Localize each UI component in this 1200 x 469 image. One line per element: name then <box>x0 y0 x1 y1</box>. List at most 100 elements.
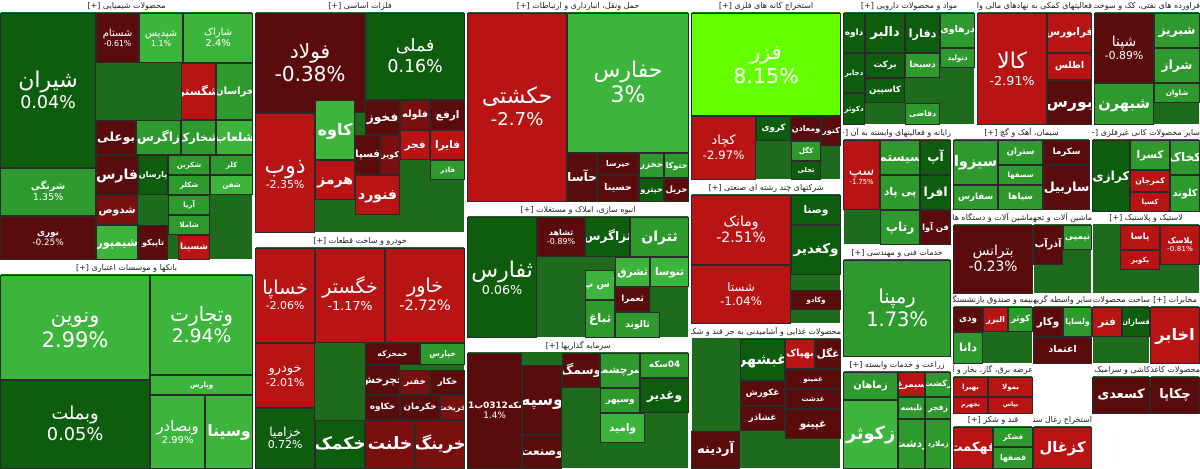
sector-header[interactable]: ماشین آلات و دستگاه های برقی [+] <box>953 212 1033 224</box>
tile: پارسان <box>138 155 168 195</box>
tile-label: اخابر <box>1155 325 1195 345</box>
tile-label: کروی <box>761 123 786 134</box>
sector-header[interactable]: سرمایه گذاریها [+] <box>467 340 689 352</box>
tile-change: -2.51% <box>716 230 766 246</box>
tile: فایرا <box>430 130 465 160</box>
tile-label: سکه0312ب01 <box>468 400 521 411</box>
tile: خکرمان <box>400 395 440 420</box>
sector-header[interactable]: سایر واسطه گریهای مالی [+] <box>1033 294 1092 306</box>
tile-label: شکلر <box>179 180 199 189</box>
tile-label: سصفها <box>1007 170 1034 179</box>
sector-header[interactable]: انبوه سازی، املاک و مستغلات [+] <box>467 204 689 216</box>
sector-header[interactable]: خودرو و ساخت قطعات [+] <box>255 235 465 247</box>
sector-header[interactable]: فلزات اساسی [+] <box>255 0 465 12</box>
sector-header[interactable]: بانکها و موسسات اعتباری [+] <box>0 262 253 274</box>
tile-label: کویر <box>381 150 399 160</box>
tile: زکوثر <box>843 400 898 469</box>
sector-header[interactable]: استخراج زغال سنگ [+] <box>1033 414 1092 426</box>
sector-header[interactable]: محصولات شیمیایی [+] <box>0 0 253 12</box>
sector-header[interactable]: ساخت محصولات فلزی [+] <box>1092 294 1150 306</box>
tile: شراز <box>1154 48 1200 83</box>
tile-label: آ س پ <box>585 279 615 291</box>
sector-header[interactable]: شرکتهای چند رشته ای صنعتی [+] <box>691 182 841 194</box>
sector-header[interactable]: حمل ونقل، انبارداری و ارتباطات [+] <box>467 0 689 12</box>
tile-label: شخارک <box>182 131 215 144</box>
tile-label: شبریز <box>1158 23 1196 38</box>
tile: کچاد -2.97% <box>691 116 756 180</box>
tile: شپدیس 1.1% <box>139 13 183 63</box>
tile-label: چکاپا <box>1159 387 1191 403</box>
tile-label: وتجارت <box>170 301 233 326</box>
sector-header[interactable]: قند و شکر [+] <box>953 414 1033 426</box>
tile-label: شیمپور <box>96 236 138 249</box>
sector-header[interactable]: ماشین آلات و تجهیزات [+] <box>1033 212 1092 224</box>
tile-label: کسعدی <box>1097 387 1145 403</box>
tile: بمولا <box>988 377 1033 397</box>
sector-header[interactable]: عرضه برق، گاز، بخار و آب گرم [+] <box>953 364 1033 376</box>
tile: بپاس <box>988 397 1033 414</box>
tile: چکاپا <box>1150 377 1200 414</box>
tile-label: وکغدیر <box>793 242 839 258</box>
sector-header[interactable]: زراعت و خدمات وابسته [+] <box>843 359 951 371</box>
tile: وکغدیر <box>791 225 841 275</box>
tile-label: خاور <box>407 275 443 298</box>
tile: ثشاهد -0.89% <box>537 217 585 257</box>
sector-header[interactable]: فراورده های نفتی، کک و سوخت هسته ای [+] <box>1094 0 1200 12</box>
tile: کسپا <box>1130 192 1170 212</box>
tile: کالا -2.91% <box>977 13 1047 125</box>
tile: خچرخش <box>365 365 400 395</box>
tile-label: حآسا <box>567 169 597 184</box>
tile: شلعاب <box>216 120 253 155</box>
tile-label: غبشهر <box>740 351 785 368</box>
tile: تجلی <box>791 161 821 180</box>
tile-change: -0.23% <box>968 258 1018 275</box>
tile-label: شفن <box>222 180 241 189</box>
sector-header[interactable]: مواد و محصولات دارویی [+] <box>843 0 975 12</box>
tile-label: بهپاک <box>786 348 814 360</box>
tile: سپ -1.75% <box>843 140 880 210</box>
sector-header[interactable]: محصولات کاغذی [+] <box>1150 364 1200 376</box>
tile-label: دجابر <box>844 67 864 77</box>
sector-header[interactable]: استخراج کانه های فلزی [+] <box>691 0 841 12</box>
tile: غپینو <box>785 409 841 439</box>
sector-header[interactable]: سایر محصولات کانی غیرفلزی [+] <box>1092 127 1200 139</box>
sector-header[interactable]: خدمات فنی و مهندسی [+] <box>843 247 951 259</box>
tile-label: پاسا <box>1130 232 1150 243</box>
tile-change: 1.73% <box>866 307 928 331</box>
tile: دکوثر <box>843 93 865 125</box>
tile: زکشت <box>925 372 951 397</box>
sector-header[interactable]: محصولات غذایی و آشامیدنی به جز قند و شکر… <box>691 326 841 338</box>
tile: خودرو -2.01% <box>255 343 315 408</box>
tile: سفارس <box>953 185 998 210</box>
tile: ثزاگرس <box>585 217 630 257</box>
sector-header[interactable]: فعالیتهای کمکی به نهادهای مالی واسط [+] <box>977 0 1092 12</box>
sector-header[interactable]: رایانه و فعالیتهای وابسته به آن [+] <box>843 127 951 139</box>
tile-label: کسپا <box>1141 197 1159 206</box>
tile: وکادو <box>791 290 841 310</box>
sector-header[interactable]: بیمه و صندوق بازنشستگی [+] <box>953 294 1033 306</box>
tile-label: شراز <box>1161 58 1193 73</box>
sector-header[interactable]: لاستیک و پلاستیک [+] <box>1092 212 1200 224</box>
tile: سیستم <box>880 140 920 175</box>
tile: شپنا -0.89% <box>1094 13 1154 83</box>
tile-change: 0.05% <box>46 423 104 445</box>
tile: داوه <box>843 13 865 53</box>
tile-change: -1.17% <box>327 298 373 314</box>
sector-header[interactable]: مخابرات [+] <box>1150 294 1200 306</box>
tile-change: 0.16% <box>387 56 443 77</box>
sector-header[interactable]: کاشی و سرامیک [+] <box>1092 364 1150 376</box>
sector-header[interactable]: سیمان، آهک و گچ [+] <box>953 127 1090 139</box>
tile: وسپهر <box>600 388 640 413</box>
tile: شیران 0.04% <box>0 13 96 168</box>
tile: افرا <box>920 175 951 210</box>
tile-label: شدوص <box>98 203 136 216</box>
tile: رتاپ <box>880 210 920 245</box>
tile: رمپنا 1.73% <box>843 260 951 357</box>
tile-label: حکشتی <box>481 84 553 110</box>
tile: خکاوه <box>365 395 400 420</box>
tile: دانا <box>953 332 983 364</box>
tile-change: 0.06% <box>481 281 523 297</box>
tile-change: 0.72% <box>267 438 303 452</box>
tile: خریخت <box>440 395 465 420</box>
tile-change: -2.06% <box>265 299 305 313</box>
